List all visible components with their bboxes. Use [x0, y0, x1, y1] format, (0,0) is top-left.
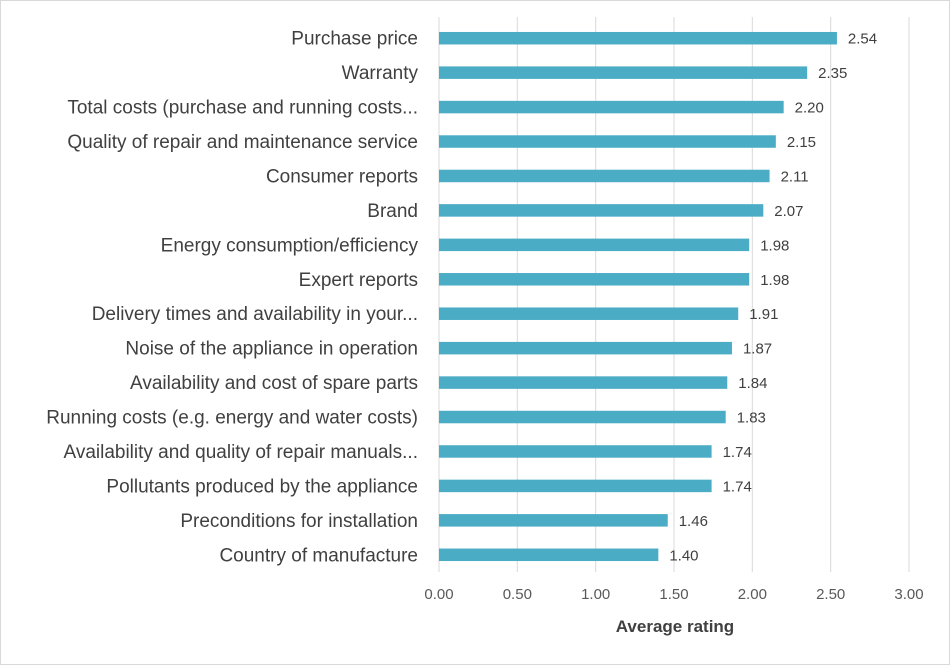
bar	[439, 135, 776, 148]
value-label: 2.54	[848, 31, 877, 48]
x-tick-label: 0.00	[424, 586, 453, 603]
bar	[439, 169, 770, 183]
value-label: 1.87	[743, 341, 772, 358]
category-label: Country of manufacture	[219, 545, 418, 566]
category-label: Availability and cost of spare parts	[130, 373, 418, 394]
value-label: 1.98	[760, 237, 789, 254]
category-label: Expert reports	[299, 270, 418, 291]
bar	[439, 100, 784, 114]
value-label: 2.15	[787, 134, 816, 151]
category-label: Consumer reports	[266, 166, 418, 187]
x-tick-labels: 0.00 0.50 1.00 1.50 2.00 2.50 3.00	[424, 586, 923, 603]
value-label: 1.74	[723, 444, 752, 461]
bars	[439, 31, 837, 562]
category-label: Preconditions for installation	[180, 511, 418, 532]
bar	[439, 514, 668, 527]
x-tick-label: 2.00	[738, 586, 767, 603]
bar	[439, 204, 764, 217]
bar	[439, 376, 728, 389]
value-label: 1.98	[760, 272, 789, 289]
value-label: 1.74	[723, 478, 752, 495]
value-labels: 2.542.35 2.20 2.15 2.11 2.07 1.98 1.98 1.91 1.87…	[669, 31, 877, 565]
category-label: Delivery times and availability in your.…	[92, 304, 418, 325]
value-label: 1.40	[669, 547, 698, 564]
bar	[439, 341, 732, 355]
category-labels: Purchase price Warranty Total costs (purch…	[46, 29, 418, 567]
bar	[439, 238, 750, 252]
bar	[439, 410, 726, 424]
value-label: 2.11	[781, 168, 809, 185]
x-tick-label: 0.50	[503, 586, 532, 603]
value-label: 2.07	[774, 203, 803, 220]
value-label: 1.91	[749, 306, 778, 323]
bar	[439, 479, 712, 493]
bar	[439, 548, 659, 562]
category-label: Noise of the appliance in operation	[125, 339, 418, 360]
x-axis-title: Average rating	[616, 617, 734, 636]
value-label: 1.83	[737, 410, 766, 427]
x-tick-label: 1.50	[659, 586, 688, 603]
category-label: Energy consumption/efficiency	[161, 235, 419, 256]
category-label: Total costs (purchase and running costs.…	[67, 98, 418, 119]
category-label: Pollutants produced by the appliance	[106, 476, 418, 497]
category-label: Brand	[367, 201, 418, 222]
value-label: 2.35	[818, 65, 847, 82]
bar	[439, 445, 712, 458]
value-label: 1.84	[738, 375, 767, 392]
value-label: 1.46	[679, 513, 708, 530]
category-label: Purchase price	[291, 29, 418, 50]
x-tick-label: 1.00	[581, 586, 610, 603]
category-label: Availability and quality of repair manua…	[63, 442, 418, 463]
bar	[439, 307, 739, 320]
bar	[439, 31, 837, 45]
bar	[439, 273, 750, 286]
category-label: Quality of repair and maintenance servic…	[67, 132, 418, 153]
bar	[439, 66, 808, 79]
category-label: Warranty	[342, 63, 419, 84]
x-tick-label: 2.50	[816, 586, 845, 603]
value-label: 2.20	[795, 100, 824, 117]
x-tick-label: 3.00	[894, 586, 923, 603]
category-label: Running costs (e.g. energy and water cos…	[46, 408, 418, 429]
